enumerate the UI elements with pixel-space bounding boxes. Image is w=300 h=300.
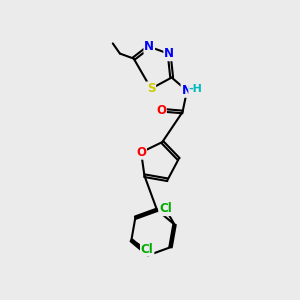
Text: N: N [182, 84, 191, 97]
Text: S: S [147, 82, 155, 95]
Text: O: O [156, 104, 166, 117]
Text: N: N [144, 40, 154, 53]
Text: N: N [164, 47, 174, 60]
Text: Cl: Cl [141, 243, 154, 256]
Text: O: O [136, 146, 146, 159]
Text: Cl: Cl [159, 202, 172, 215]
Text: -H: -H [189, 84, 203, 94]
